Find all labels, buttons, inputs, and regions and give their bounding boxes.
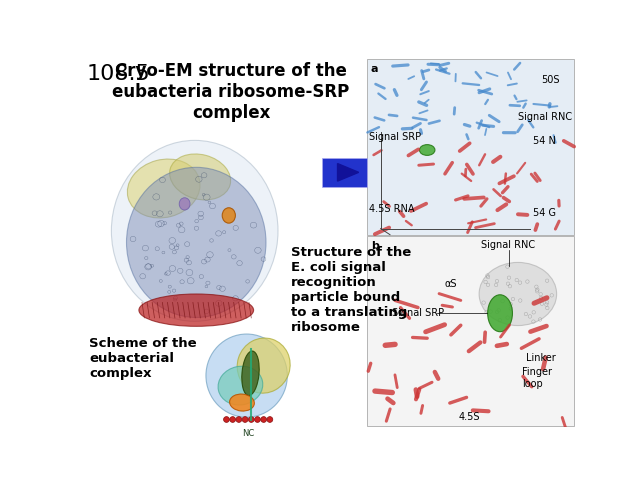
Text: 54 G: 54 G	[533, 208, 556, 218]
FancyBboxPatch shape	[322, 158, 367, 187]
Text: NC: NC	[242, 429, 254, 438]
Ellipse shape	[236, 417, 242, 422]
Ellipse shape	[218, 366, 263, 405]
Text: Signal SRP: Signal SRP	[392, 308, 444, 318]
Ellipse shape	[179, 198, 190, 210]
Text: Finger
loop: Finger loop	[522, 367, 552, 389]
Ellipse shape	[260, 417, 267, 422]
Text: Linker: Linker	[525, 353, 556, 363]
FancyBboxPatch shape	[367, 236, 575, 426]
Text: b: b	[371, 241, 378, 251]
Text: αS: αS	[444, 278, 457, 288]
Ellipse shape	[242, 417, 248, 422]
Ellipse shape	[223, 417, 229, 422]
Ellipse shape	[206, 334, 287, 417]
Ellipse shape	[255, 417, 260, 422]
Text: 108.5: 108.5	[86, 64, 150, 84]
Ellipse shape	[242, 351, 259, 396]
Text: 50S: 50S	[541, 74, 559, 84]
Text: Cryo-EM structure of the
eubacteria ribosome-SRP
complex: Cryo-EM structure of the eubacteria ribo…	[113, 62, 349, 122]
Ellipse shape	[419, 144, 435, 156]
Ellipse shape	[230, 394, 254, 411]
Ellipse shape	[127, 168, 266, 317]
Ellipse shape	[127, 159, 200, 218]
Ellipse shape	[222, 208, 236, 223]
Text: Signal SRP: Signal SRP	[369, 132, 421, 142]
Text: Structure of the
E. coli signal
recognition
particle bound
to a translating
ribo: Structure of the E. coli signal recognit…	[291, 246, 411, 334]
FancyBboxPatch shape	[367, 59, 575, 235]
Text: 4.5S RNA: 4.5S RNA	[369, 204, 415, 214]
Text: Signal RNC: Signal RNC	[481, 240, 536, 250]
Text: 4.5S: 4.5S	[458, 412, 480, 422]
Text: 54 N: 54 N	[533, 136, 556, 146]
Ellipse shape	[488, 295, 513, 332]
Text: a: a	[371, 64, 378, 74]
Text: Signal RNC: Signal RNC	[518, 111, 572, 121]
Ellipse shape	[479, 263, 557, 325]
Ellipse shape	[111, 140, 278, 321]
Ellipse shape	[170, 154, 230, 200]
Ellipse shape	[248, 417, 254, 422]
Ellipse shape	[267, 417, 273, 422]
Ellipse shape	[230, 417, 236, 422]
Polygon shape	[337, 164, 358, 181]
Text: Scheme of the
eubacterial
complex: Scheme of the eubacterial complex	[90, 337, 197, 380]
Ellipse shape	[237, 338, 290, 393]
Ellipse shape	[139, 294, 253, 326]
